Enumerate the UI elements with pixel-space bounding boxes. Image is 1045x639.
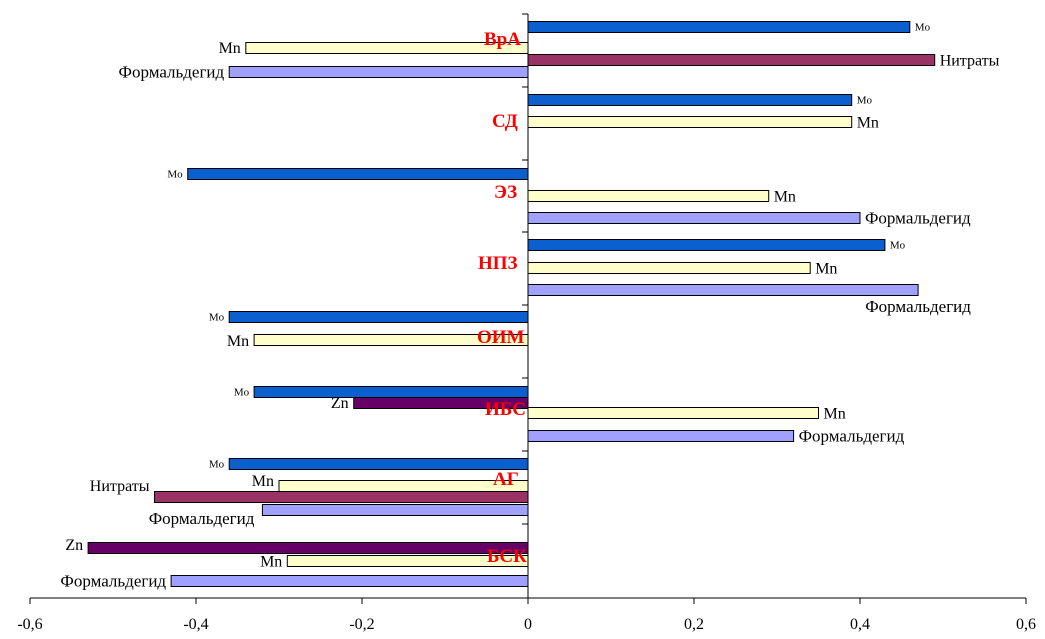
bar-label-npz-mn: Mn (815, 260, 837, 277)
bar-label-ag-nitrates: Нитраты (90, 478, 150, 495)
bar-ez-mn (527, 190, 770, 202)
category-label-bsk: БСК (487, 546, 527, 567)
category-label-vra: ВрА (484, 29, 521, 50)
x-tick-label: 0 (524, 616, 532, 633)
bar-label-ibs-formaldehyde: Формальдегид (799, 427, 905, 446)
bar-label-ag-formaldehyde: Формальдегид (149, 509, 255, 528)
x-tick-label: 0,6 (1016, 616, 1036, 633)
bar-label-vra-mn: Mn (219, 40, 241, 57)
bar-label-ez-formaldehyde: Формальдегид (865, 209, 971, 228)
bar-label-bsk-mn: Mn (260, 553, 282, 570)
bars-layer (87, 21, 936, 587)
category-label-ag: АГ (493, 469, 519, 490)
bar-label-ibs-mn: Mn (824, 405, 846, 422)
x-tick-label: 0,4 (850, 616, 870, 633)
category-label-ez: ЭЗ (494, 182, 517, 203)
bar-ez-formaldehyde (527, 212, 861, 224)
bar-label-ag-mo: Mo (209, 459, 225, 471)
bar-vra-nitrates (527, 54, 936, 66)
bar-sd-mn (527, 116, 853, 128)
bar-vra-mo (527, 21, 911, 33)
bar-label-vra-nitrates: Нитраты (940, 52, 1000, 69)
x-tick-label: -0,2 (349, 616, 374, 633)
category-label-npz: НПЗ (478, 253, 518, 274)
axes-layer (29, 13, 1027, 604)
bar-ibs-formaldehyde (527, 430, 795, 442)
bar-npz-mo (527, 239, 886, 251)
bar-label-npz-mo: Mo (890, 240, 906, 252)
bar-label-ag-mn: Mn (252, 473, 274, 490)
bar-ibs-mn (527, 407, 819, 419)
bar-sd-mo (527, 94, 853, 106)
bar-ez-mo (187, 168, 529, 180)
bar-label-vra-formaldehyde: Формальдегид (119, 63, 225, 82)
labels-layer: MoMnНитратыФормальдегидВрАMoMnСДMoMnФорм… (17, 22, 1036, 633)
category-label-sd: СД (492, 111, 518, 132)
bar-label-oim-mn: Mn (227, 333, 249, 350)
bar-label-ez-mo: Mo (167, 169, 183, 181)
bar-npz-mn (527, 262, 811, 274)
x-tick-label: -0,4 (183, 616, 208, 633)
bar-label-bsk-formaldehyde: Формальдегид (60, 572, 166, 591)
bar-label-vra-mo: Mo (915, 22, 931, 34)
bar-label-npz-formaldehyde: Формальдегид (865, 297, 971, 316)
bar-ag-mo (228, 458, 529, 470)
category-label-ibs: ИБС (485, 399, 526, 420)
bar-label-ibs-mo: Mo (234, 387, 250, 399)
bar-label-ibs-zn: Zn (331, 395, 349, 412)
bar-ibs-mo (253, 386, 529, 398)
bar-label-ez-mn: Mn (774, 188, 796, 205)
bar-ag-mn (278, 480, 529, 492)
bar-ag-formaldehyde (261, 504, 529, 516)
bar-vra-formaldehyde (228, 66, 529, 78)
bar-label-bsk-zn: Zn (65, 537, 83, 554)
bar-ag-nitrates (154, 491, 529, 503)
bar-npz-formaldehyde (527, 284, 919, 296)
category-label-oim: ОИМ (477, 327, 525, 348)
bar-oim-mo (228, 311, 529, 323)
bar-label-sd-mo: Mo (857, 95, 873, 107)
bar-bsk-formaldehyde (170, 575, 529, 587)
bar-label-sd-mn: Mn (857, 114, 879, 131)
x-tick-label: -0,6 (17, 616, 42, 633)
x-tick-label: 0,2 (684, 616, 704, 633)
bar-bsk-zn (87, 542, 529, 554)
bar-label-oim-mo: Mo (209, 312, 225, 324)
